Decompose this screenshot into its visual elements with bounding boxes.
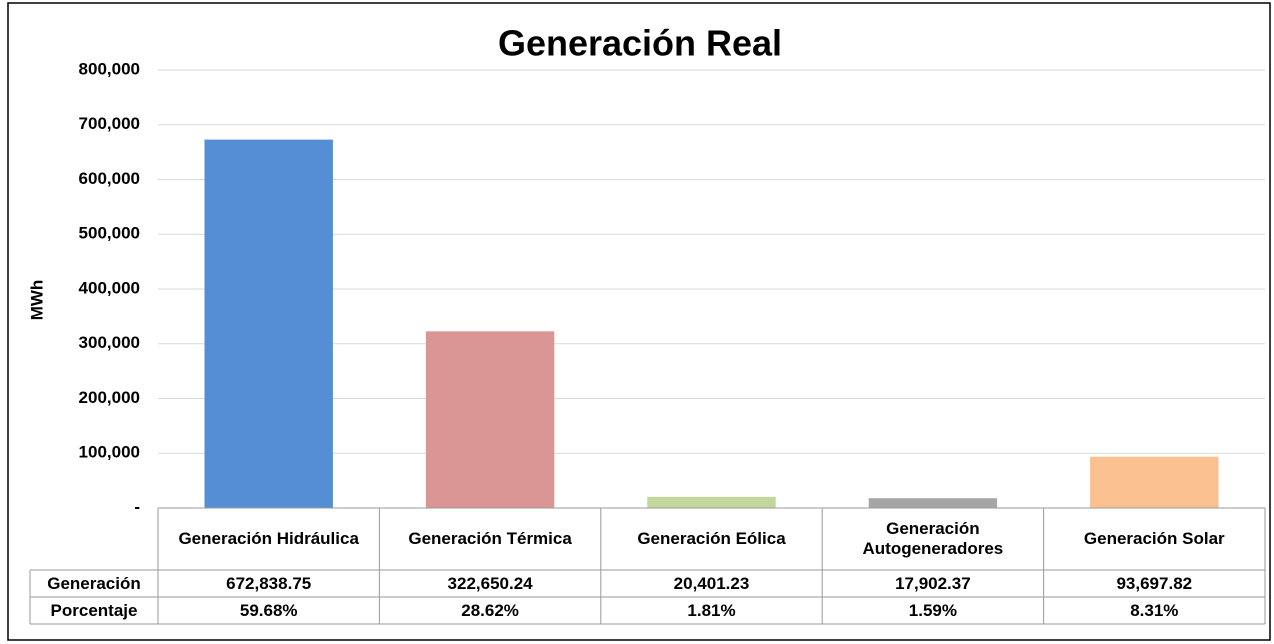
category-header-text: Generación Térmica — [408, 529, 572, 548]
legend-entry: Generación — [30, 570, 158, 597]
data-label: 1.59% — [822, 597, 1043, 624]
data-label: 93,697.82 — [1044, 570, 1265, 597]
data-label-text: 93,697.82 — [1116, 573, 1193, 593]
category-header: Generación Térmica — [379, 508, 600, 570]
category-header-text: Generación Eólica — [637, 529, 786, 548]
data-label-text: 1.81% — [687, 600, 736, 620]
y-tick-label: 200,000 — [79, 388, 140, 407]
data-label: 20,401.23 — [601, 570, 822, 597]
data-label-text: 17,902.37 — [895, 573, 971, 593]
data-label: 28.62% — [379, 597, 600, 624]
y-tick-label: 400,000 — [79, 278, 140, 297]
data-label: 8.31% — [1044, 597, 1265, 624]
legend-entry: Porcentaje — [30, 597, 158, 624]
chart-title: Generación Real — [498, 23, 782, 64]
y-tick-label: 500,000 — [79, 224, 140, 243]
data-label-text: 28.62% — [461, 600, 519, 620]
category-header: Generación Hidráulica — [158, 508, 379, 570]
category-header: Generación Autogeneradores — [822, 508, 1043, 570]
data-label-text: 672,838.75 — [226, 573, 312, 593]
y-axis-label: MWh — [27, 280, 46, 321]
data-label-text: 1.59% — [908, 600, 957, 620]
category-header: Generación Eólica — [601, 508, 822, 570]
y-tick-label: 600,000 — [79, 169, 140, 188]
y-tick-label: - — [134, 497, 140, 516]
category-header-text: Generación Autogeneradores — [862, 519, 1004, 558]
data-label: 1.81% — [601, 597, 822, 624]
data-label: 59.68% — [158, 597, 379, 624]
data-label: 322,650.24 — [379, 570, 600, 597]
y-tick-label: 300,000 — [79, 333, 140, 352]
y-tick-label: 800,000 — [79, 59, 140, 78]
bar — [204, 139, 333, 508]
y-tick-label: 100,000 — [79, 443, 140, 462]
category-header: Generación Solar — [1044, 508, 1265, 570]
bar — [1090, 456, 1219, 508]
bar — [868, 498, 998, 508]
category-header-text: Generación Solar — [1083, 529, 1225, 548]
data-label-text: 322,650.24 — [447, 573, 533, 593]
bar — [647, 496, 776, 508]
data-label: 17,902.37 — [822, 570, 1043, 597]
legend-entry-text: Generación — [47, 573, 141, 593]
bar — [425, 331, 555, 508]
data-label-text: 59.68% — [239, 600, 298, 620]
y-tick-label: 700,000 — [79, 114, 140, 133]
legend-entry-text: Porcentaje — [50, 600, 138, 620]
data-label: 672,838.75 — [158, 570, 379, 597]
data-label-text: 20,401.23 — [673, 573, 750, 593]
data-label-text: 8.31% — [1130, 600, 1179, 620]
category-header-text: Generación Hidráulica — [178, 529, 359, 548]
